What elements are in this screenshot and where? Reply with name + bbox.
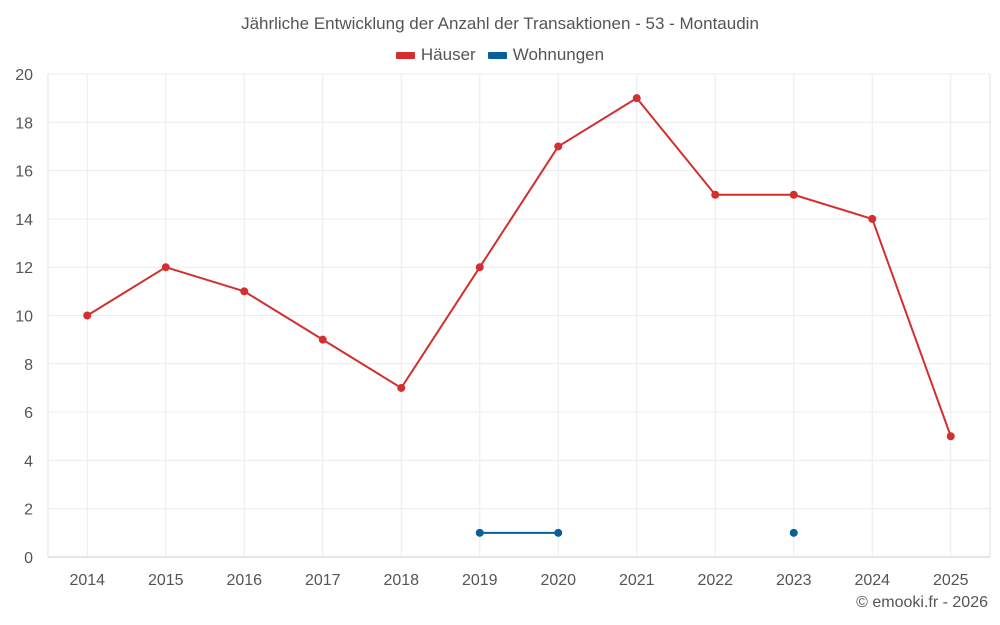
x-tick-label: 2021	[619, 572, 655, 589]
y-tick-label: 14	[15, 212, 33, 229]
credit-text: © emooki.fr - 2026	[856, 594, 988, 611]
x-tick-label: 2016	[226, 572, 262, 589]
data-point-wohnungen	[475, 528, 484, 537]
series-line-haeuser	[86, 97, 952, 437]
y-tick-label: 4	[24, 453, 33, 470]
axis-layer: 0 2 4 6 8 10 12 14 16 18 20 2014 2015 2016 2017 2018 201…	[15, 67, 968, 589]
legend-label-haeuser: Häuser	[420, 45, 476, 64]
data-point-haeuser	[240, 287, 249, 296]
legend-item-wohnungen[interactable]: Wohnungen	[487, 45, 605, 65]
x-tick-label: 2014	[69, 572, 105, 589]
series-layer	[83, 94, 955, 537]
data-point-haeuser	[632, 94, 641, 103]
y-tick-label: 18	[15, 115, 33, 132]
data-point-haeuser	[711, 190, 720, 199]
data-point-haeuser	[475, 263, 484, 272]
legend-item-haeuser[interactable]: Häuser	[395, 45, 476, 65]
legend: Häuser Wohnungen	[0, 45, 1000, 65]
data-point-haeuser	[161, 263, 170, 272]
y-tick-label: 12	[15, 260, 33, 277]
data-point-haeuser	[554, 142, 563, 151]
x-tick-label: 2015	[148, 572, 184, 589]
data-point-haeuser	[83, 311, 92, 320]
chart-title: Jährliche Entwicklung der Anzahl der Tra…	[241, 14, 759, 33]
data-point-haeuser	[868, 214, 877, 223]
data-point-haeuser	[789, 190, 798, 199]
y-tick-label: 10	[15, 309, 33, 326]
x-tick-label: 2024	[854, 572, 890, 589]
legend-label-wohnungen: Wohnungen	[512, 45, 605, 64]
y-tick-label: 8	[24, 357, 33, 374]
legend-swatch-wohnungen	[487, 51, 507, 59]
y-tick-label: 16	[15, 164, 33, 181]
x-tick-label: 2023	[776, 572, 812, 589]
x-tick-label: 2019	[462, 572, 498, 589]
y-tick-label: 0	[24, 550, 33, 567]
y-tick-label: 2	[24, 502, 33, 519]
data-point-wohnungen	[789, 528, 798, 537]
y-tick-label: 6	[24, 405, 33, 422]
data-point-haeuser	[946, 432, 955, 441]
grid-layer	[47, 73, 991, 558]
data-point-wohnungen	[554, 528, 563, 537]
y-tick-label: 20	[15, 67, 33, 84]
x-tick-label: 2022	[697, 572, 733, 589]
data-point-haeuser	[397, 383, 406, 392]
x-tick-label: 2020	[540, 572, 576, 589]
x-tick-label: 2017	[305, 572, 341, 589]
legend-swatch-haeuser	[395, 51, 415, 59]
x-tick-label: 2025	[933, 572, 969, 589]
x-tick-label: 2018	[383, 572, 419, 589]
data-point-haeuser	[318, 335, 327, 344]
